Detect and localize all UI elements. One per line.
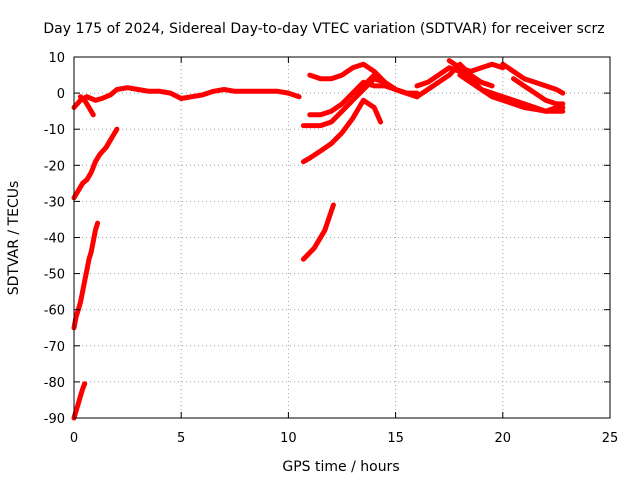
series-line-s4 <box>71 381 88 421</box>
y-axis-label: SDTVAR / TECUs <box>6 181 22 296</box>
y-tick-label: 0 <box>57 87 65 102</box>
y-tick-label: -30 <box>44 195 65 210</box>
x-tick-label: 25 <box>602 431 619 446</box>
y-tick-label: -80 <box>44 376 65 391</box>
x-tick-label: 5 <box>177 431 185 446</box>
y-tick-label: -70 <box>44 340 65 355</box>
y-tick-label: -60 <box>44 304 65 319</box>
x-axis: 0 5 10 15 20 25 <box>70 57 618 446</box>
series-line-s2 <box>71 126 120 201</box>
y-tick-label: -90 <box>44 412 65 427</box>
x-tick-label: 15 <box>387 431 404 446</box>
y-tick-label: 10 <box>48 51 65 66</box>
x-tick-label: 0 <box>70 431 78 446</box>
series-line-s12 <box>414 65 566 114</box>
series-line-s3 <box>71 220 101 331</box>
series-line-s13 <box>446 58 506 74</box>
x-tick-label: 10 <box>280 431 297 446</box>
data-series-group <box>71 58 566 421</box>
chart-title: Day 175 of 2024, Sidereal Day-to-day VTE… <box>43 21 604 37</box>
x-tick-label: 20 <box>495 431 512 446</box>
series-line-s6 <box>300 97 384 165</box>
series-line-s5 <box>77 94 96 118</box>
y-tick-label: -10 <box>44 123 65 138</box>
y-tick-label: -50 <box>44 268 65 283</box>
series-line-s14 <box>457 72 566 114</box>
y-axis: 10 0 -10 -20 -30 -40 -50 -60 -70 -80 -90 <box>44 51 610 427</box>
series-line-s16 <box>511 76 566 107</box>
y-tick-label: -20 <box>44 159 65 174</box>
series-line-s15 <box>500 61 566 96</box>
y-tick-label: -40 <box>44 232 65 247</box>
series-line-s10 <box>300 202 336 262</box>
series-line-s1 <box>71 85 302 110</box>
x-axis-label: GPS time / hours <box>282 459 399 475</box>
